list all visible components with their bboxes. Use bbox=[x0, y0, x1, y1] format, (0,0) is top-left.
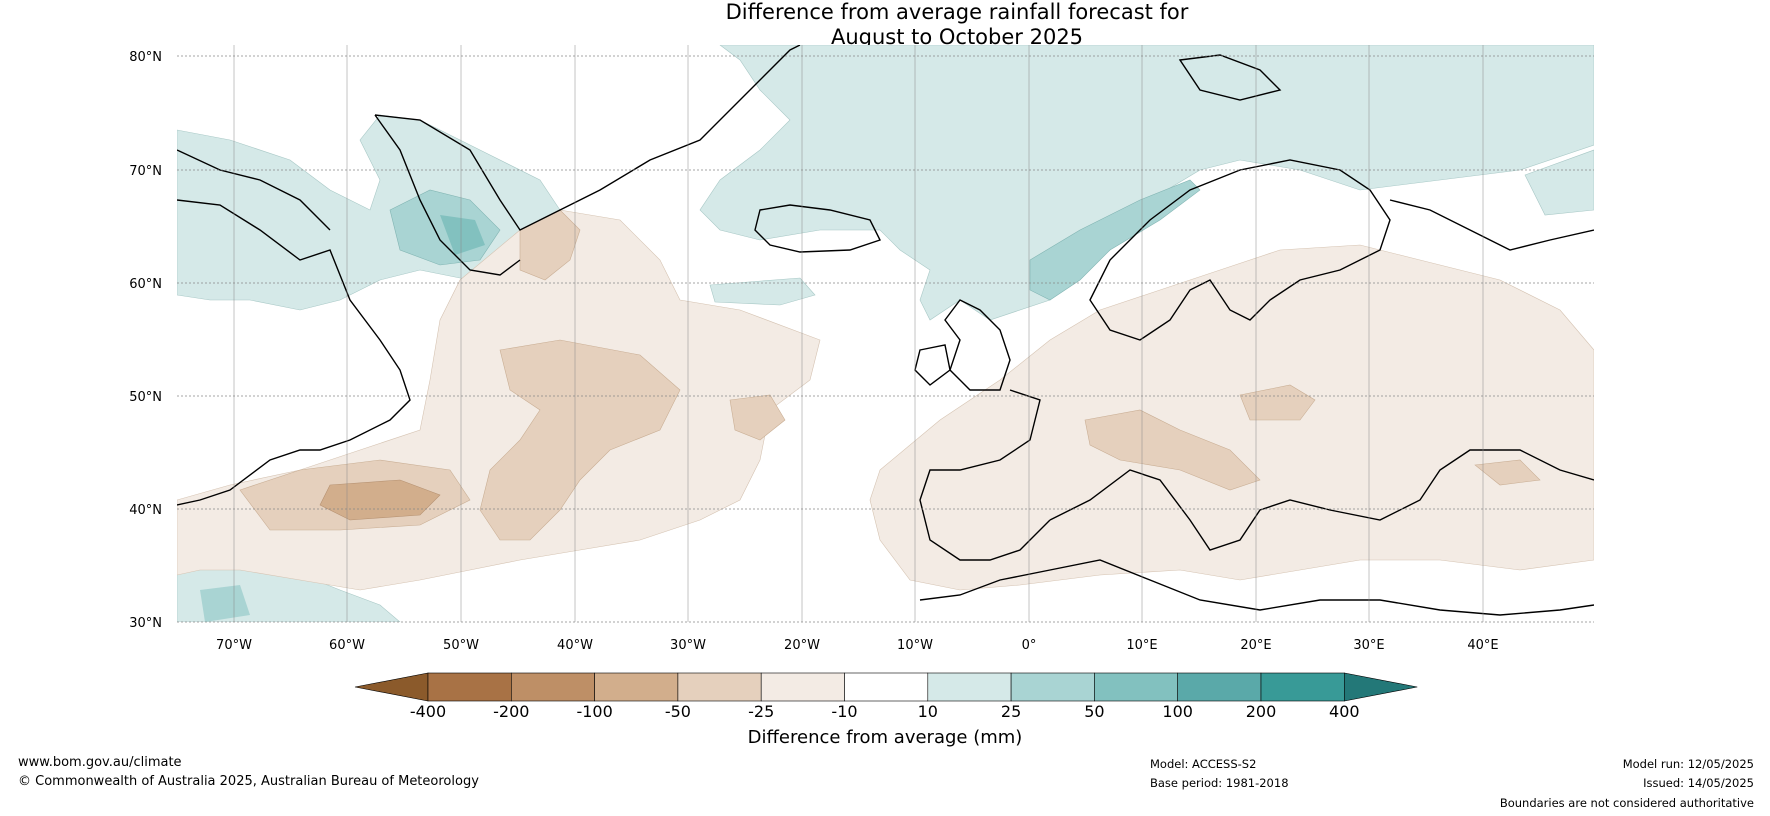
colorbar-tick-label: -200 bbox=[493, 702, 529, 721]
coastline-scandinavia bbox=[1089, 159, 1391, 341]
colorbar-arrow-max bbox=[1344, 672, 1418, 702]
meridians bbox=[233, 45, 1484, 622]
lon-label: 30°E bbox=[1353, 638, 1384, 653]
lon-label: 40°W bbox=[557, 638, 593, 653]
colorbar-segment bbox=[1260, 672, 1345, 702]
colorbar-tick-label: -25 bbox=[748, 702, 774, 721]
lon-label: 20°W bbox=[784, 638, 820, 653]
colorbar-tick-label: -100 bbox=[576, 702, 612, 721]
coastline-greenland-west bbox=[374, 114, 521, 276]
coastline-ireland bbox=[914, 344, 951, 386]
coastline-north-africa bbox=[919, 559, 1594, 616]
title-line-1: Difference from average rainfall forecas… bbox=[725, 0, 1189, 24]
lon-label: 50°W bbox=[443, 638, 479, 653]
colorbar-segment bbox=[594, 672, 679, 702]
longitude-labels: 70°W 60°W 50°W 40°W 30°W 20°W 10°W 0° 10… bbox=[216, 638, 1499, 653]
wet-anomaly-south-2 bbox=[200, 585, 250, 622]
footer-website[interactable]: www.bom.gov.au/climate bbox=[18, 755, 182, 770]
colorbar-segment bbox=[844, 672, 929, 702]
colorbar-tick-label: 100 bbox=[1162, 702, 1193, 721]
footer-disclaimer: Boundaries are not considered authoritat… bbox=[1499, 796, 1754, 810]
dry-anomaly-atlantic-5 bbox=[729, 394, 786, 441]
lat-label: 60°N bbox=[129, 277, 162, 292]
wet-anomaly-patch-2 bbox=[709, 277, 816, 306]
colorbar-tick-label: 25 bbox=[1001, 702, 1021, 721]
dry-anomaly-caspian bbox=[1474, 459, 1541, 486]
graticule bbox=[177, 55, 1594, 623]
coastline-svalbard bbox=[1178, 54, 1282, 101]
lon-label: 40°E bbox=[1467, 638, 1498, 653]
lat-label: 80°N bbox=[129, 50, 162, 65]
colorbar-tick-label: -10 bbox=[831, 702, 857, 721]
dry-anomaly-carpathian bbox=[1239, 384, 1316, 421]
coastlines bbox=[177, 45, 1594, 616]
lon-label: 10°E bbox=[1126, 638, 1157, 653]
colorbar: -400 -200 -100 -50 -25 -10 10 25 50 100 200 400 bbox=[354, 672, 1418, 721]
colorbar-tick-label: 50 bbox=[1084, 702, 1104, 721]
lon-label: 60°W bbox=[329, 638, 365, 653]
colorbar-arrow-min bbox=[354, 672, 429, 702]
colorbar-segment bbox=[510, 672, 595, 702]
lon-label: 0° bbox=[1022, 638, 1037, 653]
footer-model-run: Model run: 12/05/2025 bbox=[1622, 757, 1754, 771]
map-title: Difference from average rainfall forecas… bbox=[72, 0, 1770, 50]
coastline-russia-arctic bbox=[1389, 199, 1594, 251]
colorbar-tick-label: -400 bbox=[410, 702, 446, 721]
lon-label: 70°W bbox=[216, 638, 252, 653]
colorbar-segment bbox=[677, 672, 762, 702]
wet-anomaly-patch-3 bbox=[1524, 149, 1594, 216]
latitude-labels: 80°N 70°N 60°N 50°N 40°N 30°N bbox=[129, 50, 162, 631]
colorbar-segment bbox=[927, 672, 1012, 702]
footer-issued: Issued: 14/05/2025 bbox=[1643, 776, 1754, 790]
dry-anomaly-alps bbox=[1084, 409, 1261, 491]
lat-label: 70°N bbox=[129, 164, 162, 179]
coastline-greenland bbox=[374, 45, 801, 231]
dry-anomaly-atlantic-4 bbox=[319, 479, 441, 521]
coastline-mediterranean bbox=[1049, 449, 1594, 551]
coastline-north-america bbox=[177, 199, 411, 506]
lon-label: 10°W bbox=[897, 638, 933, 653]
colorbar-tick-label: 400 bbox=[1329, 702, 1360, 721]
colorbar-tick-label: 200 bbox=[1246, 702, 1277, 721]
colorbar-tick-label: 10 bbox=[918, 702, 938, 721]
footer-base-period: Base period: 1981-2018 bbox=[1150, 776, 1289, 790]
footer-copyright: © Commonwealth of Australia 2025, Austra… bbox=[18, 774, 479, 789]
colorbar-segment bbox=[1010, 672, 1095, 702]
colorbar-title: Difference from average (mm) bbox=[747, 727, 1023, 748]
coastline-europe-west bbox=[919, 389, 1051, 561]
lat-label: 30°N bbox=[129, 616, 162, 631]
lon-label: 20°E bbox=[1240, 638, 1271, 653]
colorbar-segment bbox=[760, 672, 845, 702]
lat-label: 40°N bbox=[129, 503, 162, 518]
colorbar-segment bbox=[427, 672, 512, 702]
lon-label: 30°W bbox=[670, 638, 706, 653]
dry-anomaly-atlantic-2 bbox=[479, 339, 681, 541]
coastline-iceland bbox=[754, 204, 881, 253]
wet-anomaly-norway bbox=[1029, 179, 1201, 301]
colorbar-segment bbox=[1094, 672, 1179, 702]
colorbar-tick-label: -50 bbox=[665, 702, 691, 721]
coastline-canada-north bbox=[177, 149, 331, 231]
footer-model: Model: ACCESS-S2 bbox=[1150, 757, 1257, 771]
wet-anomaly-greenland-deep bbox=[440, 215, 485, 255]
coastline-british-isles bbox=[944, 299, 1011, 391]
colorbar-segment bbox=[1177, 672, 1262, 702]
lat-label: 50°N bbox=[129, 390, 162, 405]
